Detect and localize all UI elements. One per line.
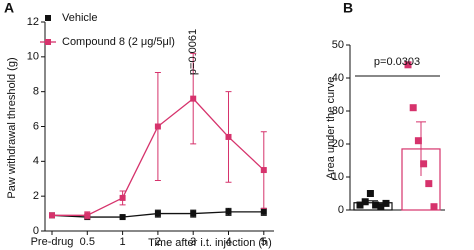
x-tick-label: 5	[261, 236, 267, 248]
x-tick-label: 0.5	[80, 236, 95, 248]
panel-label: A	[4, 0, 14, 16]
marker	[49, 212, 55, 219]
marker	[260, 167, 267, 174]
marker	[154, 210, 161, 217]
marker	[119, 214, 126, 221]
y-axis-label: Paw withdrawal threshold (g)	[6, 57, 18, 198]
point	[414, 137, 422, 145]
legend-marker	[45, 39, 51, 45]
marker	[84, 212, 91, 219]
x-tick-label: 2	[155, 236, 161, 248]
y-axis-label: Area under the curve	[325, 77, 337, 180]
y-tick-label: 20	[332, 138, 344, 150]
marker	[225, 208, 232, 215]
marker	[154, 123, 161, 130]
panel-label: B	[343, 0, 353, 16]
annotation: p=0.0061	[187, 29, 199, 75]
y-tick-label: 30	[332, 105, 344, 117]
marker	[119, 194, 126, 201]
y-tick-label: 12	[27, 16, 39, 28]
point	[425, 180, 433, 188]
point	[382, 199, 390, 207]
point	[409, 104, 417, 112]
y-tick-label: 50	[332, 39, 344, 51]
marker	[260, 208, 267, 215]
point	[404, 61, 412, 69]
y-tick-label: 2	[33, 190, 39, 202]
point	[361, 198, 369, 206]
legend-label: Compound 8 (2 μg/5μl)	[62, 36, 175, 48]
x-tick-label: 1	[120, 236, 126, 248]
point	[420, 160, 428, 168]
legend-label: Vehicle	[62, 12, 97, 24]
y-tick-label: 40	[332, 72, 344, 84]
x-tick-label: Pre-drug	[31, 236, 74, 248]
y-tick-label: 8	[33, 86, 39, 98]
x-tick-label: 3	[190, 236, 196, 248]
y-tick-label: 6	[33, 120, 39, 132]
marker	[225, 133, 232, 140]
y-tick-label: 0	[338, 204, 344, 216]
y-tick-label: 4	[33, 155, 39, 167]
point	[430, 203, 438, 211]
point	[366, 190, 374, 197]
y-tick-label: 10	[27, 51, 39, 63]
x-axis-label: Time after i.t. injection (h)	[148, 237, 272, 249]
annotation: p=0.0303	[374, 56, 420, 68]
x-tick-label: 4	[225, 236, 231, 248]
marker	[190, 95, 197, 102]
y-tick-label: 0	[33, 225, 39, 237]
y-tick-label: 10	[332, 171, 344, 183]
legend-marker	[45, 15, 51, 21]
marker	[190, 210, 197, 217]
